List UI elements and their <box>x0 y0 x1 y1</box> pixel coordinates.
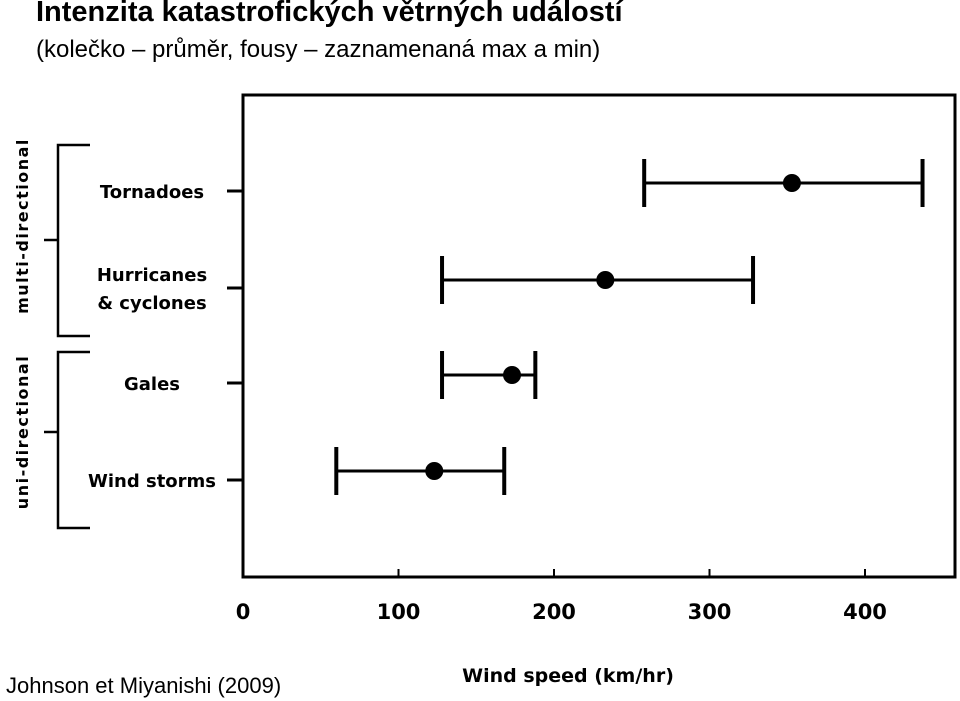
y-tick-label: Hurricanes <box>97 265 207 286</box>
page-title: Intenzita katastrofických větrných událo… <box>36 0 623 28</box>
y-tick-label: & cyclones <box>97 293 206 314</box>
x-tick-label: 0 <box>236 600 251 624</box>
group-label: multi-directional <box>13 138 32 314</box>
group-bracket <box>56 143 90 338</box>
x-axis-label: Wind speed (km/hr) <box>462 665 674 687</box>
group-label: uni-directional <box>13 355 32 509</box>
mean-marker <box>503 366 522 384</box>
x-axis: 0 100 200 300 400 <box>236 569 887 624</box>
mean-marker <box>596 271 615 289</box>
mean-marker <box>425 462 444 480</box>
x-tick-label: 400 <box>843 600 887 624</box>
x-tick-label: 200 <box>532 600 576 624</box>
data-marks <box>334 159 925 495</box>
x-tick-label: 300 <box>688 600 732 624</box>
y-axis: Tornadoes Hurricanes & cyclones Gales Wind s… <box>88 182 243 492</box>
group-bracket <box>56 350 90 530</box>
plot-frame <box>241 93 957 579</box>
mean-marker <box>782 174 801 192</box>
y-tick-label: Tornadoes <box>100 182 204 203</box>
y-tick-label: Gales <box>124 374 180 395</box>
y-tick-label: Wind storms <box>88 471 216 492</box>
x-tick-label: 100 <box>377 600 421 624</box>
citation: Johnson et Miyanishi (2009) <box>6 673 282 698</box>
page-subtitle: (kolečko – průměr, fousy – zaznamenaná m… <box>36 36 601 63</box>
category-groups: multi-directional uni-directional <box>13 138 90 530</box>
